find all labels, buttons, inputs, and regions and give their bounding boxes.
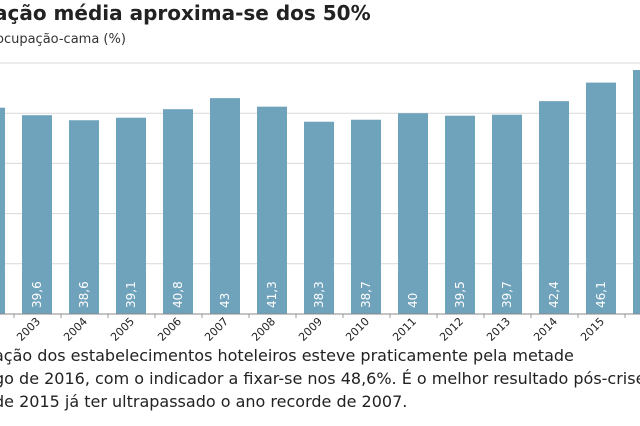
bar-value-label: 40,8 [171,281,185,308]
bar-2009 [304,121,334,314]
bar-value-label: 42,4 [547,281,561,308]
bar-2014 [539,101,569,314]
bar-2016 [633,70,640,314]
bar-2013 [492,114,522,315]
bar-2015 [586,82,616,314]
x-tick-label: 2007 [202,315,231,344]
bar-2002 [0,107,5,314]
bar-2004 [69,120,99,314]
bar-value-label: 40 [406,293,420,308]
bar-2008 [257,106,287,314]
bar-value-label: 39,6 [30,281,44,308]
bar-2012 [445,115,475,315]
bar-2007 [210,98,240,314]
y-axis-label: ocupação-cama (%) [0,32,126,47]
x-tick-label: 2009 [296,315,325,344]
bar-chart: 41,139,6200338,6200439,1200540,820064320… [0,62,640,344]
caption-line-3: de 2015 já ter ultrapassado o ano record… [0,392,408,411]
bar-value-label: 43 [218,293,232,308]
bar-value-label: 39,7 [500,281,514,308]
chart-title: ação média aproxima-se dos 50% [0,1,371,25]
bar-value-label: 38,7 [359,281,373,308]
bar-value-label: 46,1 [594,281,608,308]
bar-2005 [116,117,146,314]
bar-2010 [351,119,381,314]
x-tick-label: 2011 [390,315,419,344]
bar-2011 [398,113,428,314]
bar-value-label: 38,3 [312,281,326,308]
x-tick-label: 2014 [531,315,560,344]
x-tick-label: 2005 [108,315,137,344]
caption-line-2: go de 2016, com o indicador a fixar-se n… [0,369,640,388]
caption-line-1: ação dos estabelecimentos hoteleiros est… [0,346,574,365]
x-tick-label: 2006 [155,315,184,344]
bar-value-label: 38,6 [77,281,91,308]
bar-value-label: 39,1 [124,281,138,308]
x-tick-label: 2008 [249,315,278,344]
bar-2006 [163,109,193,315]
x-tick-label: 2013 [484,315,513,344]
x-tick-label: 2012 [437,315,466,344]
x-tick-label: 2003 [14,315,43,344]
x-tick-label: 2015 [578,315,607,344]
x-tick-label: 2004 [61,315,90,344]
bar-value-label: 39,5 [453,281,467,308]
chart-caption: ação dos estabelecimentos hoteleiros est… [0,344,640,413]
bar-value-label: 41,3 [265,281,279,308]
bar-2003 [22,115,52,314]
x-tick-label: 2010 [343,315,372,344]
